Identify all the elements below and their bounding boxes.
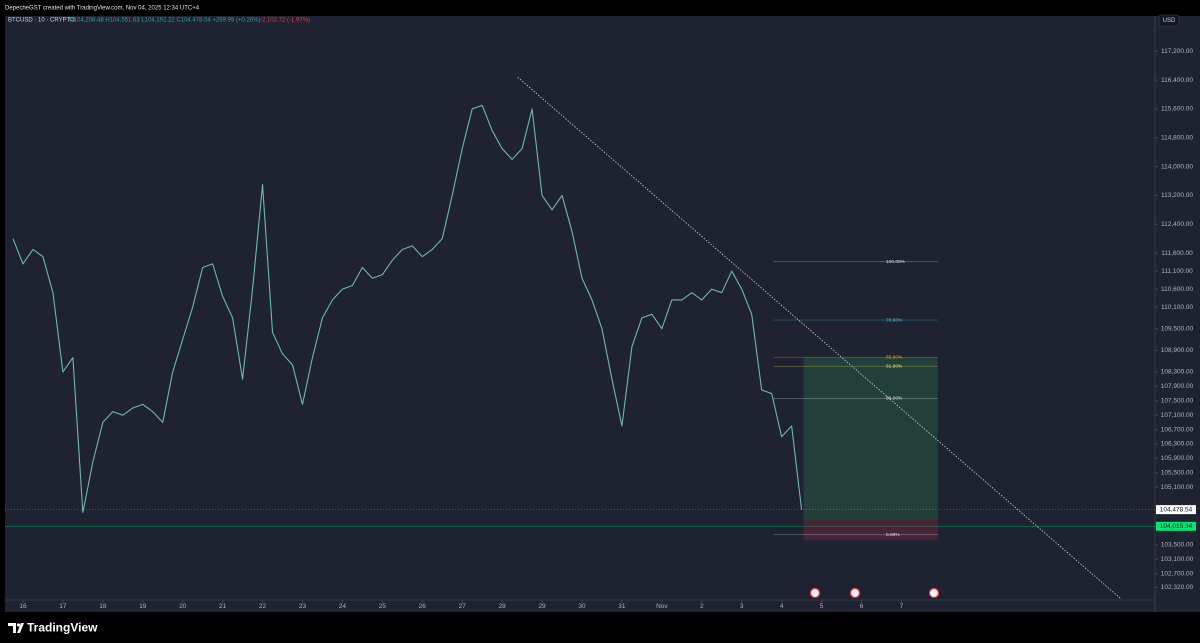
fib-level-label: 100.00% <box>886 259 906 265</box>
fib-level-label: 50.00% <box>886 396 903 402</box>
x-tick-label: 30 <box>578 603 586 610</box>
y-tick-label: 111,600.00 <box>1161 250 1193 257</box>
change-line: -2,102.72 (-1.97%) <box>260 18 310 24</box>
fib-level-label: 78.60% <box>886 317 903 323</box>
logo-dot <box>16 623 21 627</box>
fib-level-label: 0.00% <box>886 532 900 538</box>
author-line: DepecheGST created with TradingView.com,… <box>5 6 200 12</box>
y-tick-label: 107,100.00 <box>1161 412 1194 419</box>
x-tick-label: 27 <box>459 603 467 610</box>
trendline <box>517 76 1122 600</box>
x-tick-label: 23 <box>299 603 307 610</box>
y-tick-label: 105,900.00 <box>1161 455 1194 462</box>
y-tick-label: 105,500.00 <box>1161 470 1194 477</box>
y-tick-label: 103,100.00 <box>1161 556 1194 563</box>
last-price-box <box>1156 505 1196 515</box>
fib-level-label: 65.00% <box>886 354 903 360</box>
y-tick-label: 109,500.00 <box>1161 325 1194 332</box>
x-tick-label: 26 <box>419 603 427 610</box>
x-tick-label: 18 <box>99 603 107 610</box>
x-tick-label: 21 <box>219 603 227 610</box>
x-tick-label: 3 <box>740 603 744 610</box>
y-tick-label: 113,200.00 <box>1161 192 1193 199</box>
x-tick-label: 22 <box>259 603 267 610</box>
x-tick-label: 25 <box>379 603 387 610</box>
last-price-label: 104,478.54 <box>1160 506 1193 513</box>
x-tick-label: 17 <box>59 603 67 610</box>
y-tick-label: 110,100.00 <box>1161 304 1193 311</box>
alert-price-label: 104,015.34 <box>1160 523 1193 530</box>
x-tick-label: 19 <box>139 603 147 610</box>
position-loss-zone <box>803 519 938 540</box>
y-tick-label: 106,300.00 <box>1161 441 1194 448</box>
x-tick-label: 28 <box>499 603 507 610</box>
y-tick-label: 116,400.00 <box>1161 77 1193 84</box>
event-icons <box>809 587 940 599</box>
y-tick-label: 115,600.00 <box>1161 106 1193 113</box>
currency-label[interactable]: USD <box>1163 18 1176 24</box>
position-profit-zone <box>803 357 938 520</box>
alert-price-box <box>1156 521 1196 531</box>
y-tick-label: 102,700.00 <box>1161 570 1194 577</box>
y-tick-label: 108,300.00 <box>1161 369 1194 376</box>
price-line <box>12 104 803 513</box>
x-tick-label: 4 <box>780 603 784 610</box>
event-icon[interactable] <box>809 587 821 599</box>
y-tick-label: 105,100.00 <box>1161 484 1194 491</box>
y-tick-label: 112,400.00 <box>1161 221 1193 228</box>
y-tick-label: 111,100.00 <box>1161 268 1193 275</box>
y-tick-label: 114,800.00 <box>1161 134 1193 141</box>
symbol-line: BTCUSD · 10 · CRYPTO <box>8 18 75 24</box>
y-tick-label: 103,500.00 <box>1161 542 1194 549</box>
fib-level-label: 61.80% <box>886 363 903 369</box>
x-tick-label: Nov <box>656 603 668 610</box>
y-tick-label: 107,900.00 <box>1161 383 1194 390</box>
y-tick-label: 110,600.00 <box>1161 286 1193 293</box>
y-tick-label: 102,320.00 <box>1161 584 1194 591</box>
event-icon[interactable] <box>849 587 861 599</box>
x-tick-label: 31 <box>618 603 626 610</box>
y-tick-label: 107,500.00 <box>1161 397 1194 404</box>
x-tick-label: 16 <box>19 603 27 610</box>
brand-logo: TradingView <box>8 621 98 635</box>
y-tick-label: 114,000.00 <box>1161 163 1193 170</box>
x-tick-label: 5 <box>820 603 824 610</box>
x-tick-label: 7 <box>900 603 904 610</box>
y-tick-label: 106,700.00 <box>1161 426 1194 433</box>
x-tick-label: 24 <box>339 603 347 610</box>
chart-pane <box>5 16 1200 612</box>
brand-name: TradingView <box>27 621 98 635</box>
y-tick-label: 108,900.00 <box>1161 347 1194 354</box>
y-tick-label: 117,200.00 <box>1161 48 1193 55</box>
currency-box[interactable] <box>1158 14 1180 27</box>
event-icon[interactable] <box>928 587 940 599</box>
ohlc-line: O104,208.48 H104,551.63 L104,192.22 C104… <box>69 18 261 24</box>
x-tick-label: 2 <box>700 603 704 610</box>
x-tick-label: 20 <box>179 603 187 610</box>
x-tick-label: 6 <box>860 603 864 610</box>
x-tick-label: 29 <box>538 603 546 610</box>
